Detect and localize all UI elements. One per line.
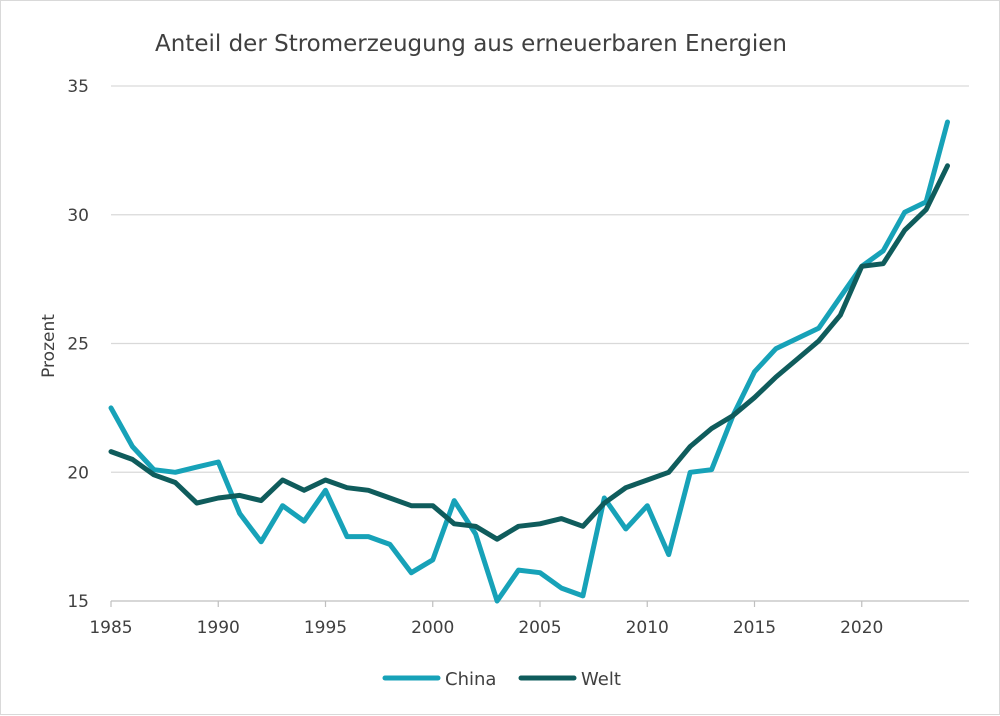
y-tick-labels: 15 20 25 30 35: [67, 77, 89, 612]
series-lines: [108, 119, 950, 604]
x-tick-label: 2000: [411, 618, 454, 638]
gridlines: [110, 85, 969, 607]
x-tick-label: 1995: [304, 618, 347, 638]
y-tick-label: 25: [67, 335, 89, 355]
x-tick-label: 2015: [733, 618, 776, 638]
y-axis-label: Prozent: [39, 314, 59, 378]
x-tick-label: 2010: [626, 618, 669, 638]
x-tick-label: 2005: [518, 618, 561, 638]
series-line-china: [108, 119, 950, 604]
y-tick-label: 35: [67, 77, 89, 97]
y-tick-label: 20: [67, 463, 89, 483]
legend: China Welt: [382, 669, 621, 690]
series-line-welt: [108, 163, 950, 542]
x-tick-label: 2020: [840, 618, 883, 638]
legend-label-china: China: [445, 669, 496, 690]
chart-title: Anteil der Stromerzeugung aus erneuerbar…: [155, 31, 787, 57]
x-tick-label: 1985: [89, 618, 132, 638]
x-tick-labels: 1985 1990 1995 2000 2005 2010 2015 2020: [89, 618, 883, 638]
x-tick-label: 1990: [197, 618, 240, 638]
y-tick-label: 15: [67, 592, 89, 612]
y-tick-label: 30: [67, 206, 89, 226]
legend-label-welt: Welt: [581, 669, 621, 690]
